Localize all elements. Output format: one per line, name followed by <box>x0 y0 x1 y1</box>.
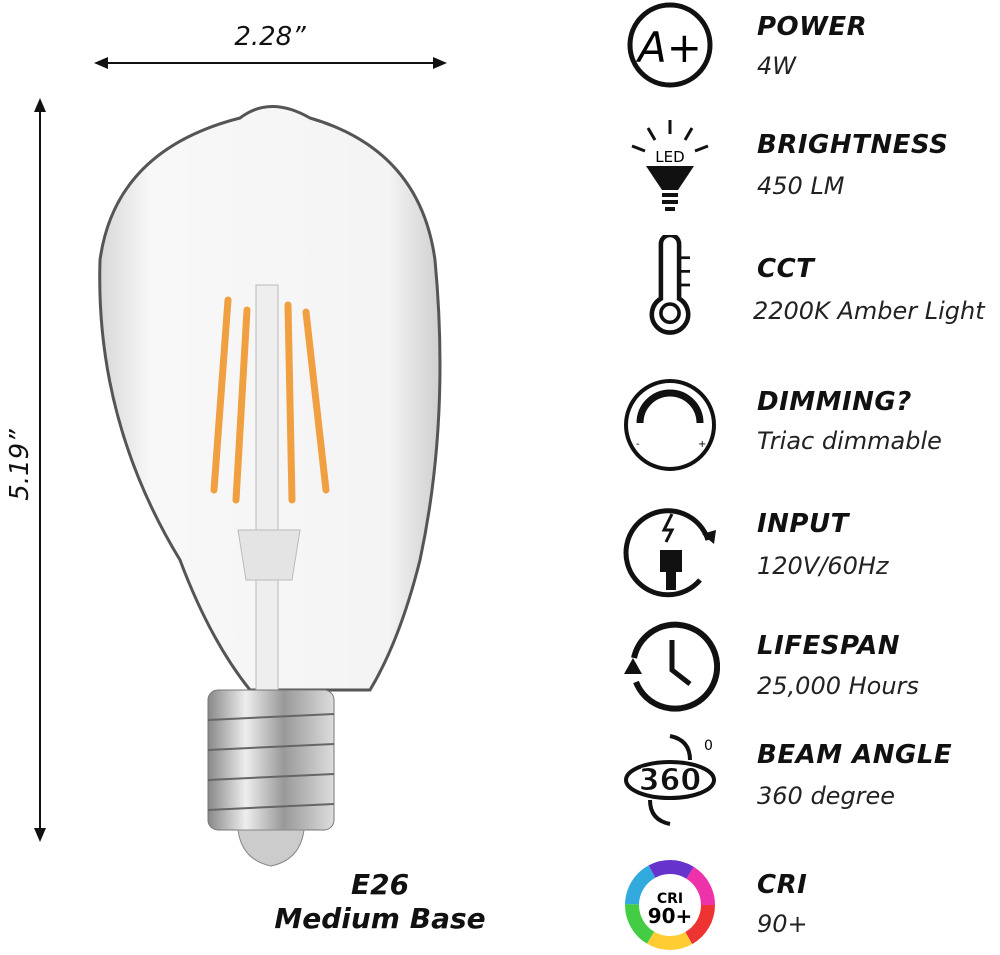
cri-value: 90+ <box>757 910 808 938</box>
width-dimension: 2.28” <box>234 22 306 52</box>
clock-icon <box>624 621 720 712</box>
power-label: POWER <box>757 12 868 42</box>
beam-angle-value: 360 degree <box>757 782 896 810</box>
base-description: Medium Base <box>274 902 486 935</box>
cri-label: CRI <box>757 870 808 900</box>
a-plus-icon: A+ <box>627 2 713 88</box>
brightness-value: 450 LM <box>757 172 845 200</box>
svg-text:90+: 90+ <box>648 904 693 928</box>
input-label: INPUT <box>757 509 849 539</box>
svg-text:0: 0 <box>704 738 713 754</box>
svg-text:A+: A+ <box>635 23 702 72</box>
svg-text:360: 360 <box>639 763 702 798</box>
svg-text:LED: LED <box>655 148 684 166</box>
dimming-value: Triac dimmable <box>757 427 942 455</box>
bulb-illustration <box>34 57 447 867</box>
filaments <box>210 296 330 504</box>
cct-value: 2200K Amber Light <box>753 297 985 325</box>
lifespan-value: 25,000 Hours <box>757 672 919 700</box>
brightness-label: BRIGHTNESS <box>757 130 949 160</box>
lifespan-label: LIFESPAN <box>757 631 901 661</box>
svg-text:-: - <box>636 439 640 450</box>
dimming-label: DIMMING? <box>757 387 912 417</box>
height-dimension: 5.19” <box>5 429 35 501</box>
input-value: 120V/60Hz <box>757 552 889 580</box>
beam-angle-label: BEAM ANGLE <box>757 740 953 770</box>
power-value: 4W <box>757 52 796 80</box>
svg-text:CRI: CRI <box>657 891 683 907</box>
svg-text:+: + <box>698 439 706 450</box>
cct-label: CCT <box>757 254 815 284</box>
base-type: E26 <box>350 868 410 901</box>
plug-icon <box>623 508 716 598</box>
thermometer-icon <box>649 235 691 335</box>
led-bulb-icon: LED <box>631 120 709 211</box>
dimmer-icon: - + <box>624 379 716 471</box>
